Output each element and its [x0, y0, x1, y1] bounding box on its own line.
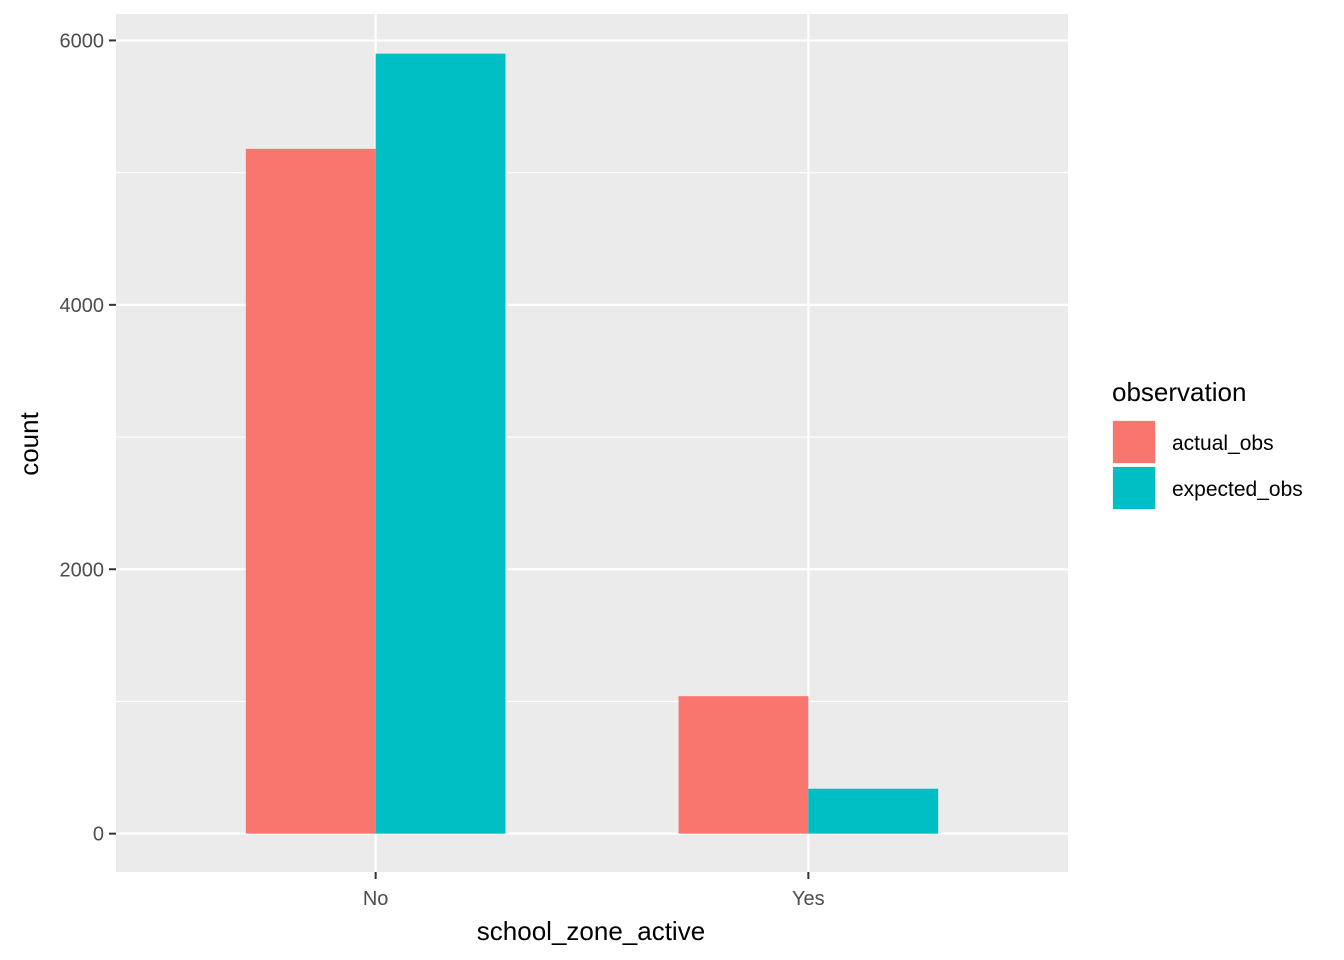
y-tick-label: 6000	[60, 30, 105, 52]
x-tick-label: Yes	[792, 888, 825, 910]
bars	[245, 53, 939, 834]
legend-key-expected_obs	[1113, 467, 1155, 509]
bar-actual_obs-yes	[678, 696, 809, 834]
legend: observation actual_obs expected_obs	[1112, 377, 1303, 510]
x-axis-title: school_zone_active	[477, 916, 705, 946]
x-tick-label: No	[363, 888, 389, 910]
y-axis: 0 2000 4000 6000	[60, 30, 116, 846]
bar-actual_obs-no	[245, 148, 376, 834]
bar-expected_obs-yes	[808, 788, 939, 834]
y-tick-label: 2000	[60, 559, 105, 581]
legend-key-actual_obs	[1113, 421, 1155, 463]
bar-expected_obs-no	[375, 53, 506, 834]
legend-label-expected_obs: expected_obs	[1172, 478, 1303, 501]
y-tick-label: 4000	[60, 295, 105, 317]
legend-title: observation	[1112, 377, 1246, 407]
y-axis-title: count	[14, 411, 44, 475]
legend-label-actual_obs: actual_obs	[1172, 432, 1274, 455]
y-tick-label: 0	[93, 824, 104, 846]
x-axis: No Yes	[363, 872, 825, 910]
